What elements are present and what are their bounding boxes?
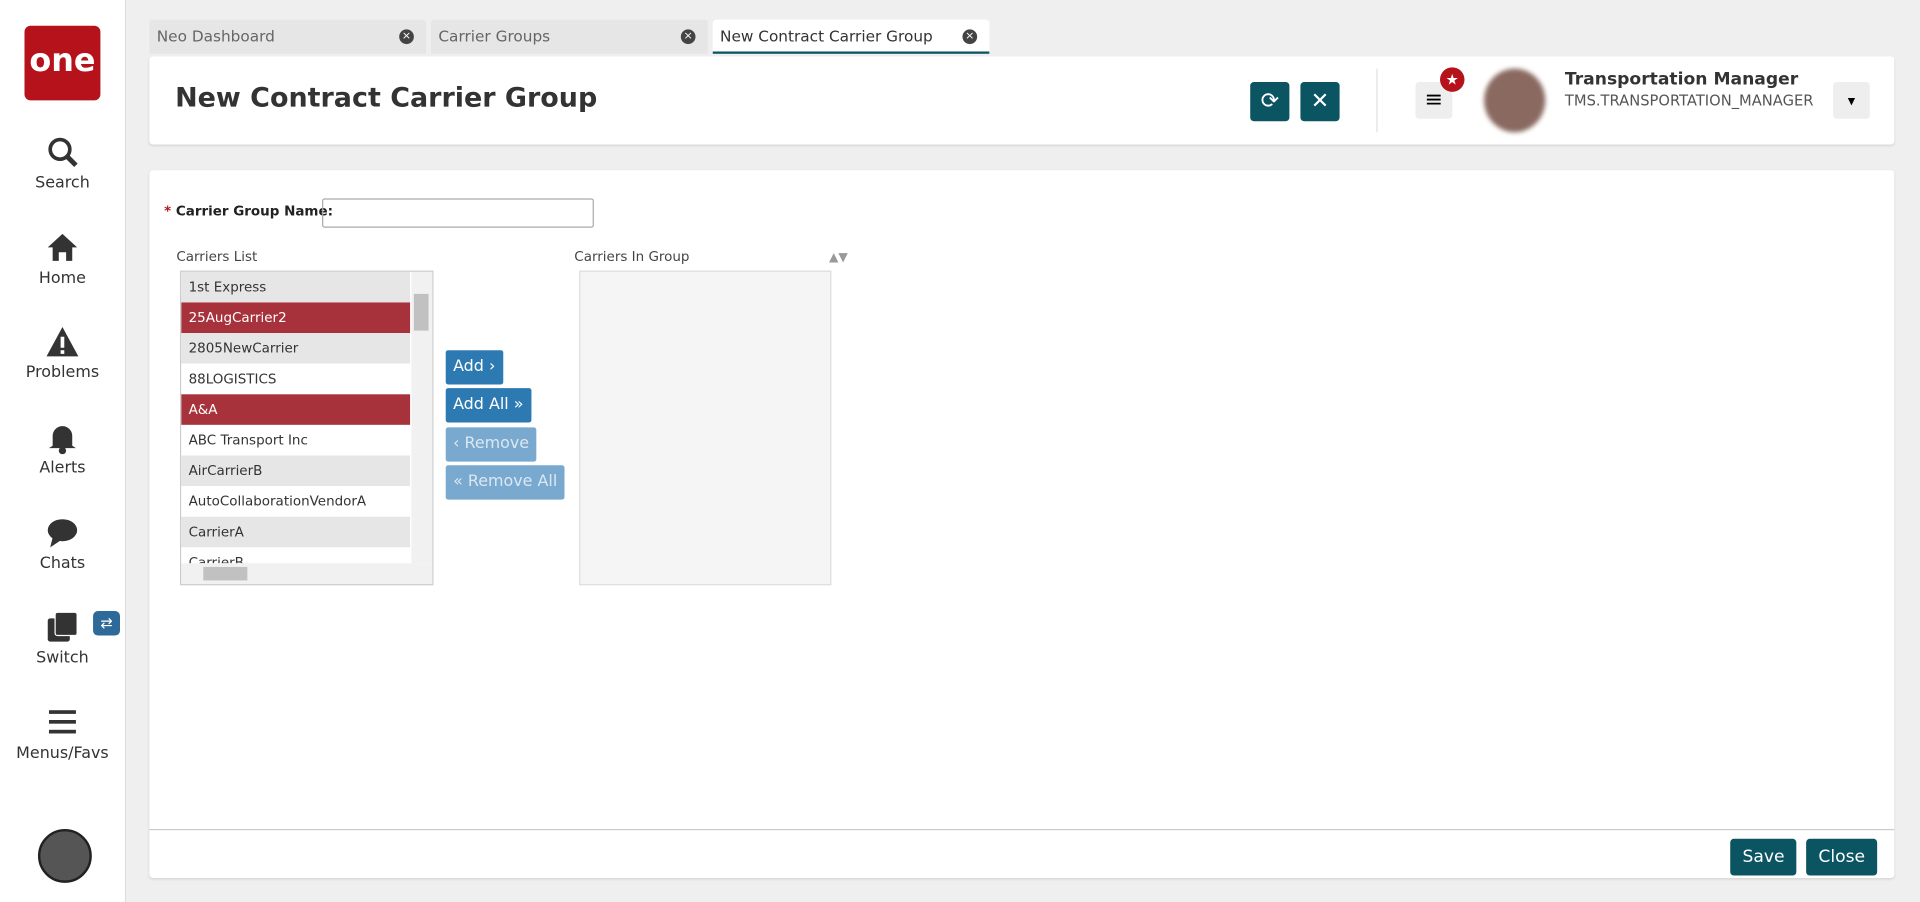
- carrier-item[interactable]: A&A: [181, 394, 411, 425]
- label-text: Carrier Group Name:: [175, 203, 333, 220]
- save-button[interactable]: Save: [1730, 838, 1797, 876]
- v-scrollbar[interactable]: [411, 271, 433, 564]
- tab-close[interactable]: ×: [680, 29, 696, 45]
- tab[interactable]: New Contract Carrier Group ×: [712, 19, 990, 54]
- switch-badge: ⇄: [93, 611, 121, 636]
- close-page-button[interactable]: ✕: [1300, 82, 1340, 122]
- list-label: Carriers In Group: [574, 248, 690, 265]
- nav-menus[interactable]: Menus/Favs: [0, 705, 125, 763]
- assistant-avatar[interactable]: [37, 828, 92, 883]
- carrier-item[interactable]: AirCarrierB: [181, 455, 411, 487]
- scroll-thumb[interactable]: [413, 293, 429, 331]
- carrier-item[interactable]: 25AugCarrier2: [181, 302, 411, 334]
- nav-label: Search: [35, 173, 90, 193]
- tab-close[interactable]: ×: [399, 29, 414, 45]
- user-avatar[interactable]: [1484, 68, 1546, 133]
- tab[interactable]: Neo Dashboard ×: [149, 19, 427, 54]
- tab-close[interactable]: ×: [962, 29, 978, 45]
- nav-label: Chats: [39, 554, 86, 574]
- user-dropdown[interactable]: ▾: [1833, 82, 1870, 119]
- divider: [1376, 68, 1378, 133]
- tab-label: Carrier Groups: [438, 26, 551, 46]
- nav-switch[interactable]: Switch: [0, 610, 125, 668]
- nav-label: Problems: [25, 363, 100, 383]
- carrier-item[interactable]: AutoCollaborationVendorA: [181, 486, 411, 517]
- tab[interactable]: Carrier Groups ×: [431, 19, 708, 54]
- nav-alerts[interactable]: Alerts: [0, 420, 125, 478]
- sort-arrows[interactable]: ▲▼: [828, 251, 848, 265]
- carrier-item[interactable]: 88LOGISTICS: [181, 363, 411, 395]
- carrier-item[interactable]: 2805NewCarrier: [181, 333, 411, 364]
- content: * Carrier Group Name: Carriers List Carr…: [149, 170, 1895, 878]
- carrier-item[interactable]: ABC Transport Inc: [181, 424, 411, 456]
- close-button[interactable]: Close: [1806, 838, 1878, 876]
- carrier-item[interactable]: 1st Express: [181, 271, 411, 303]
- remove-all-button[interactable]: « Remove All: [445, 465, 565, 500]
- carrier-list: 1st Express 25AugCarrier2 2805NewCarrier 88…: [180, 270, 434, 586]
- h-scrollbar[interactable]: [181, 563, 433, 585]
- nav-home[interactable]: Home: [0, 230, 125, 288]
- remove-button[interactable]: ‹ Remove: [445, 427, 537, 462]
- user-name: Transportation Manager: [1564, 69, 1799, 90]
- page-title: New Contract Carrier Group: [175, 83, 598, 114]
- add-button[interactable]: Add ›: [445, 350, 503, 385]
- list-items: 1st Express 25AugCarrier2 2805NewCarrier 88…: [181, 271, 411, 564]
- nav-label: Switch: [36, 648, 89, 668]
- user-role: TMS.TRANSPORTATION_MANAGER: [1564, 91, 1814, 109]
- nav-label: Home: [38, 269, 86, 288]
- required-mark: *: [164, 203, 172, 220]
- nav-search[interactable]: Search: [0, 135, 125, 193]
- name-input[interactable]: [322, 198, 594, 228]
- header: New Contract Carrier Group ⟳ ✕ ≡ ★ Trans…: [149, 56, 1895, 145]
- list-label: Carriers List: [176, 248, 258, 265]
- group-list: [579, 270, 832, 586]
- carrier-item[interactable]: CarrierB: [181, 547, 411, 564]
- refresh-button[interactable]: ⟳: [1250, 82, 1290, 122]
- footer-divider: [149, 828, 1895, 831]
- nav-label: Alerts: [39, 459, 86, 478]
- carrier-item[interactable]: CarrierA: [181, 516, 411, 548]
- scroll-thumb[interactable]: [203, 566, 248, 581]
- favorites-badge[interactable]: ★: [1440, 67, 1465, 92]
- tab-label: Neo Dashboard: [156, 26, 275, 46]
- nav-label: Menus/Favs: [16, 744, 109, 763]
- tab-label: New Contract Carrier Group: [720, 26, 933, 46]
- add-all-button[interactable]: Add All »: [445, 388, 531, 423]
- logo[interactable]: one: [24, 25, 101, 101]
- sidebar: one Search Home Problems Alerts Chats Sw…: [0, 0, 127, 902]
- nav-chats[interactable]: Chats: [0, 516, 125, 574]
- field-label: * Carrier Group Name:: [164, 203, 333, 219]
- nav-problems[interactable]: Problems: [0, 324, 125, 382]
